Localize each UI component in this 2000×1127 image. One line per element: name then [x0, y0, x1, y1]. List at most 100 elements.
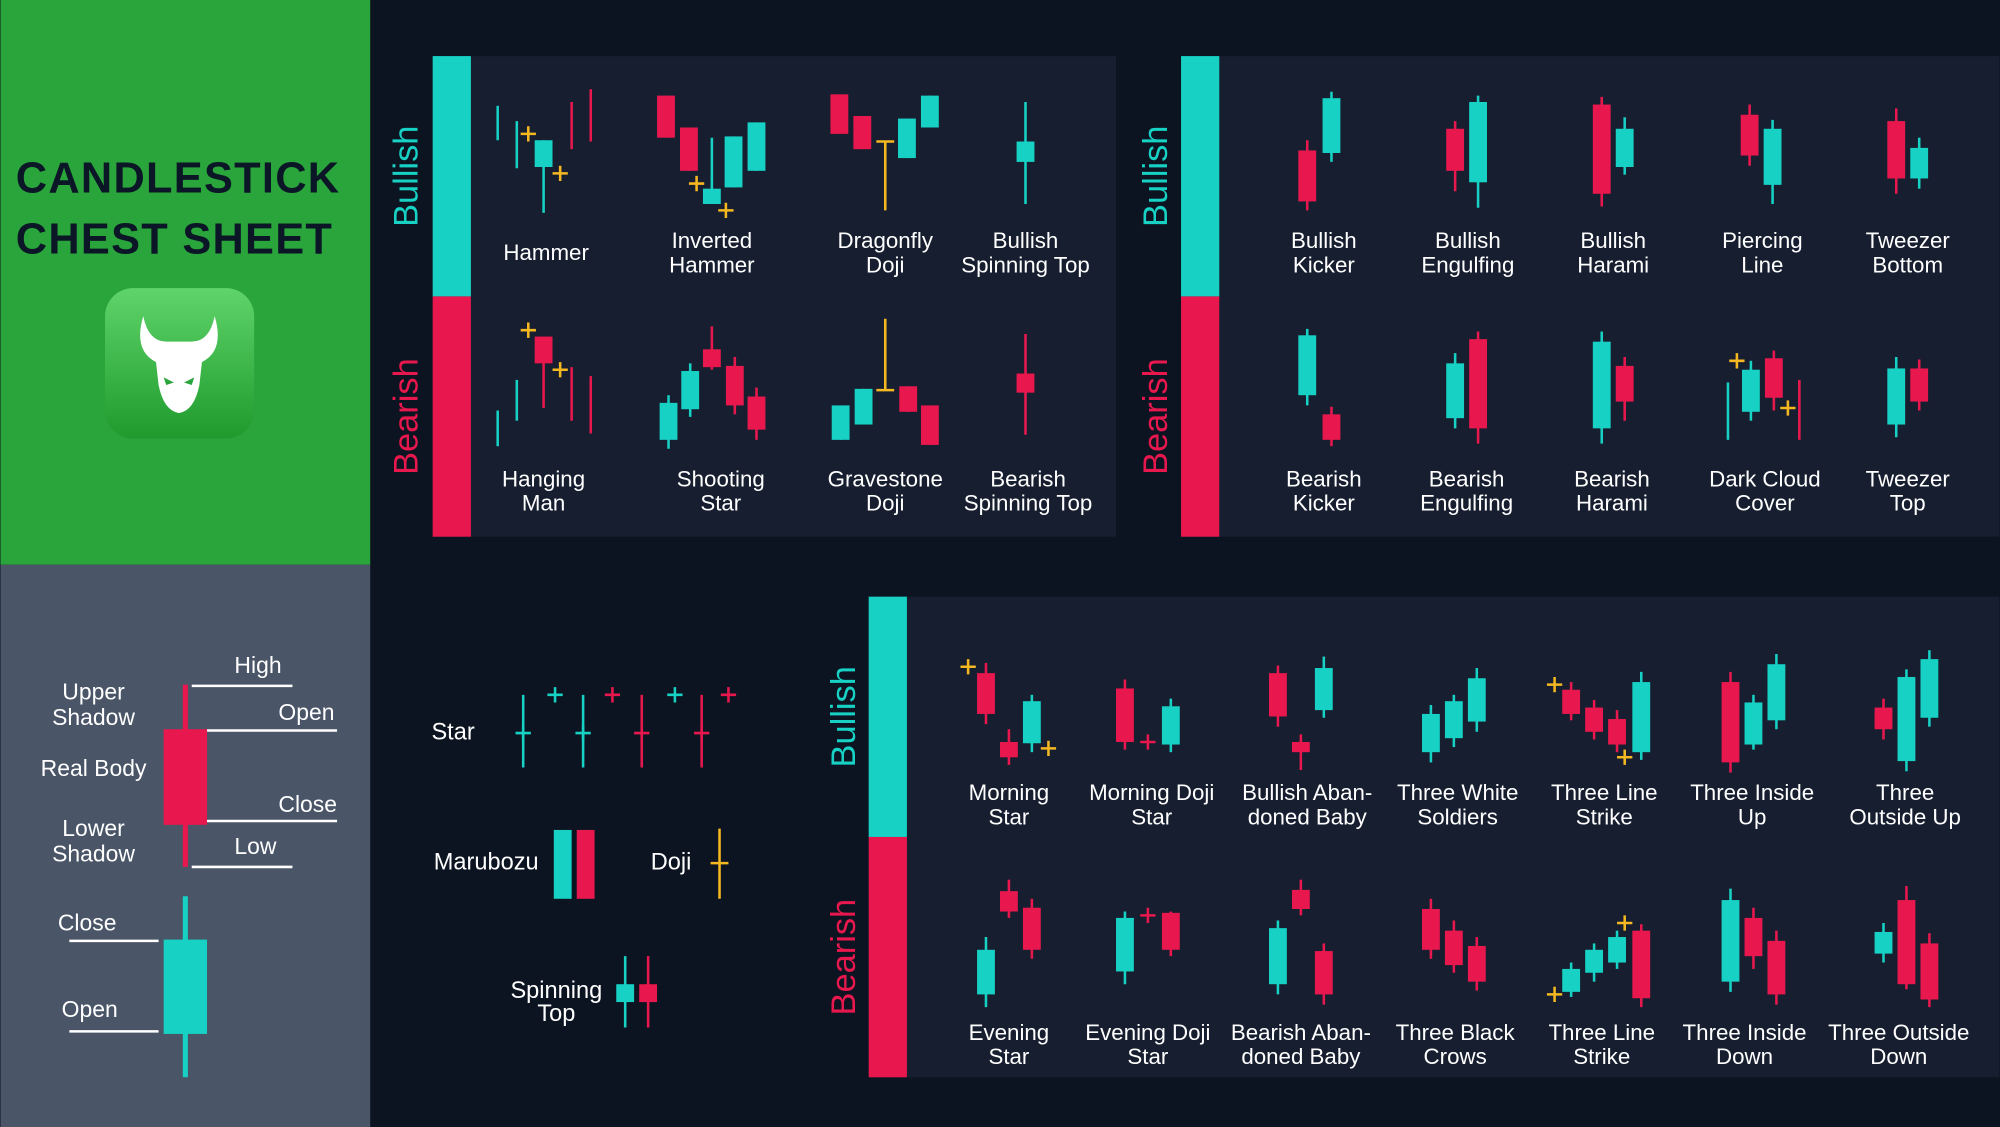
candle-body: [898, 118, 916, 159]
anatomy-label: Upper: [62, 679, 125, 705]
candle-body: [1446, 128, 1465, 171]
pattern-name: Man: [522, 491, 565, 516]
candle-body: [1897, 676, 1916, 762]
candle-body: [659, 402, 678, 440]
pattern-name: Down: [1870, 1044, 1927, 1069]
pattern-name: Three Inside: [1683, 1020, 1807, 1045]
pattern-name: Inverted: [672, 228, 753, 253]
candle-body: [1269, 673, 1287, 717]
star-mark: [718, 202, 734, 219]
pattern-name: Crows: [1424, 1044, 1487, 1069]
bullish-bar: [432, 56, 471, 297]
candle-body: [534, 336, 553, 364]
pattern-candles: [831, 318, 939, 445]
candle-body: [1897, 900, 1916, 985]
candle-body: [1741, 369, 1760, 412]
pattern-name: Star: [1131, 804, 1172, 829]
candle-body: [920, 405, 939, 445]
side-label: Bullish: [1137, 126, 1175, 227]
anatomy-label: Open: [62, 996, 118, 1022]
candle-body: [657, 95, 675, 138]
pattern-candles: [1269, 656, 1333, 771]
pattern-name: Star: [700, 491, 741, 516]
candle-body: [1632, 682, 1651, 753]
candle-body: [1446, 363, 1465, 419]
candle-body: [702, 188, 721, 204]
anatomy-label: Open: [278, 699, 334, 725]
candle-body: [1632, 930, 1651, 999]
basic-label: Doji: [651, 848, 692, 874]
anatomy-label: Close: [58, 909, 117, 935]
pattern-name: Bearish: [990, 467, 1066, 492]
star-mark: [1729, 353, 1745, 369]
pattern-name: Dark Cloud: [1709, 467, 1821, 492]
pattern-candles: [830, 94, 939, 211]
candle-body: [681, 370, 700, 410]
candle-body: [1116, 917, 1134, 972]
candle-body: [1721, 682, 1740, 763]
candle-body: [1298, 150, 1317, 202]
pattern-name: Hammer: [503, 240, 589, 265]
anatomy-label: Shadow: [52, 704, 135, 730]
candle-body: [1469, 339, 1488, 429]
candle-body: [1740, 114, 1759, 156]
star-mark: [552, 165, 568, 182]
pattern-name: Strike: [1576, 804, 1633, 829]
star-candles: [515, 687, 737, 768]
candle-body: [1744, 702, 1763, 745]
pattern-name: Engulfing: [1420, 491, 1513, 516]
candle-body: [920, 95, 939, 128]
pattern-candles: [1546, 915, 1651, 1008]
basic-label: Top: [537, 1000, 575, 1026]
basic-label: Marubozu: [434, 848, 539, 874]
star-mark: [1140, 734, 1156, 750]
pattern-candles: [1740, 104, 1782, 204]
candle-body: [1022, 907, 1041, 950]
bearish-bar: [868, 836, 907, 1078]
bullish-bar: [1181, 56, 1220, 297]
candle-body: [1887, 368, 1906, 425]
pattern-name: Three Inside: [1690, 780, 1814, 805]
candle-body: [1910, 147, 1929, 179]
candle-body: [1744, 917, 1763, 957]
pattern-candles: [1721, 654, 1786, 773]
star-mark: [1546, 986, 1563, 1003]
candle-body: [680, 127, 698, 171]
candle-body: [1469, 101, 1488, 183]
pattern-name: Three Outside: [1828, 1020, 1969, 1045]
candle-body: [702, 349, 721, 368]
pattern-candles: [1116, 679, 1180, 753]
candle-body: [977, 949, 995, 995]
pattern-candles: [1874, 886, 1939, 1008]
pattern-name: Morning: [969, 780, 1050, 805]
pattern-name: Spinning Top: [961, 252, 1090, 277]
candle-body: [1467, 945, 1486, 982]
star-mark: [552, 362, 568, 378]
star-mark: [1546, 676, 1563, 693]
pattern-name: Star: [1127, 1044, 1168, 1069]
pattern-name: Three: [1876, 780, 1934, 805]
candle-body: [1585, 949, 1604, 973]
pattern-name: Bearish: [1286, 467, 1362, 492]
pattern-name: Bullish: [993, 228, 1059, 253]
candle-body: [854, 388, 873, 425]
pattern-candles: [1592, 331, 1634, 444]
panel: [1181, 56, 2000, 537]
pattern-candles: [1546, 671, 1651, 765]
pattern-name: Tweezer: [1866, 228, 1951, 253]
pattern-name: Kicker: [1293, 252, 1356, 277]
star-mark: [604, 687, 621, 703]
pattern-name: Shooting: [677, 467, 765, 492]
pattern-name: Spinning Top: [964, 491, 1093, 516]
pattern-name: doned Baby: [1248, 804, 1368, 829]
star-mark: [694, 725, 710, 741]
pattern-name: Doji: [866, 252, 904, 277]
pattern-name: Evening: [969, 1020, 1050, 1045]
side-label: Bearish: [1137, 358, 1175, 475]
candle-body: [639, 984, 658, 1003]
pattern-candles: [1016, 101, 1035, 204]
anatomy-label: High: [234, 652, 281, 678]
pattern-name: Gravestone: [828, 467, 943, 492]
pattern-name: Engulfing: [1421, 252, 1514, 277]
